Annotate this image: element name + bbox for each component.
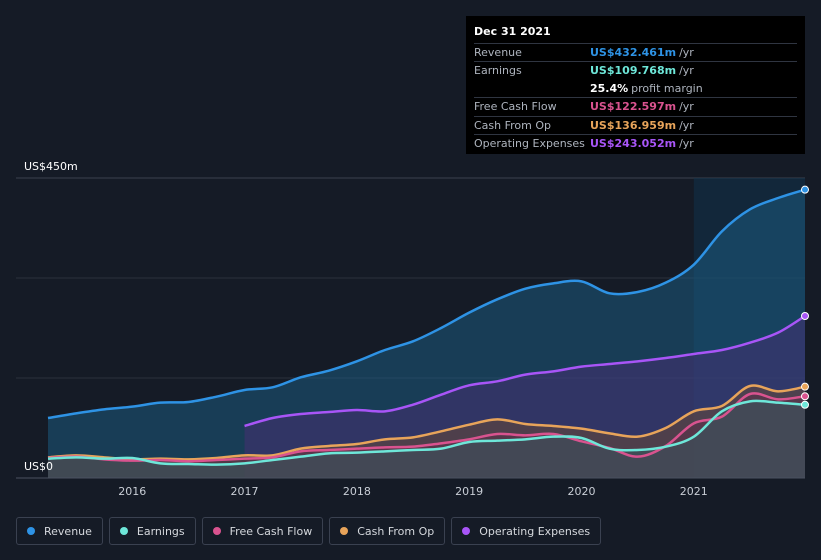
legend-label: Operating Expenses xyxy=(479,524,591,538)
tooltip-row-value: US$109.768m xyxy=(590,64,677,78)
chart-legend: Revenue Earnings Free Cash Flow Cash From O… xyxy=(16,517,602,545)
series-area-fills xyxy=(48,189,806,478)
tooltip-row-value: US$243.052m xyxy=(590,136,677,150)
tooltip-row: Operating Expenses US$243.052m/yr xyxy=(474,133,797,152)
tooltip-row-unit: /yr xyxy=(679,118,694,132)
cash-from-op-line xyxy=(47,384,806,461)
x-tick-label: 2019 xyxy=(455,485,484,498)
x-tick-label: 2017 xyxy=(230,485,259,498)
x-tick-label: 2020 xyxy=(567,485,596,498)
tooltip-row-label: Earnings xyxy=(474,64,522,78)
legend-item-free-cash-flow[interactable]: Free Cash Flow xyxy=(201,517,324,545)
series-end-markers xyxy=(801,185,809,409)
free-cash-flow-end-marker xyxy=(801,392,809,401)
legend-dot-icon xyxy=(340,527,349,535)
legend-label: Revenue xyxy=(44,524,92,538)
tooltip-row-unit: /yr xyxy=(679,64,694,78)
legend-item-operating-expenses[interactable]: Operating Expenses xyxy=(451,517,602,545)
tooltip-row-value: US$122.597m xyxy=(590,100,677,114)
legend-label: Free Cash Flow xyxy=(229,524,313,538)
legend-item-cash-from-op[interactable]: Cash From Op xyxy=(329,517,446,545)
tooltip-row-label: Free Cash Flow xyxy=(474,100,557,114)
legend-item-revenue[interactable]: Revenue xyxy=(16,517,103,545)
legend-label: Cash From Op xyxy=(357,524,435,538)
legend-dot-icon xyxy=(212,527,221,535)
data-tooltip: Dec 31 2021 Revenue US$432.461m/yr Earning… xyxy=(466,16,805,154)
tooltip-row-value: US$136.959m xyxy=(590,118,677,132)
legend-item-earnings[interactable]: Earnings xyxy=(108,517,196,545)
legend-dot-icon xyxy=(27,527,35,535)
tooltip-row-label: Cash From Op xyxy=(474,118,552,132)
y-tick-max: US$450m xyxy=(24,160,78,173)
tooltip-row: Free Cash Flow US$122.597m/yr xyxy=(474,97,797,115)
x-tick-label: 2016 xyxy=(118,485,147,498)
earnings-end-marker xyxy=(801,400,809,409)
tooltip-date: Dec 31 2021 xyxy=(474,25,551,38)
operating-expenses-end-marker xyxy=(801,312,809,320)
free-cash-flow-line xyxy=(47,392,806,463)
tooltip-row-unit: /yr xyxy=(679,46,694,59)
legend-dot-icon xyxy=(119,527,128,535)
earnings-line xyxy=(47,399,806,466)
tooltip-row: Earnings US$109.768m/yr xyxy=(474,61,797,79)
x-tick-label: 2018 xyxy=(342,485,371,498)
tooltip-row: Revenue US$432.461m/yr xyxy=(474,43,797,61)
tooltip-row-label: Operating Expenses xyxy=(474,136,585,150)
series-lines xyxy=(47,188,806,466)
tooltip-row-label: Revenue xyxy=(474,46,522,59)
y-tick-zero: US$0 xyxy=(24,460,54,473)
revenue-line xyxy=(47,188,806,420)
legend-label: Earnings xyxy=(136,524,185,538)
legend-dot-icon xyxy=(462,527,471,535)
revenue-end-marker xyxy=(801,185,809,194)
tooltip-row-unit: /yr xyxy=(679,100,694,114)
cash-from-op-end-marker xyxy=(801,382,809,391)
operating-expenses-line xyxy=(244,314,806,428)
earnings-area xyxy=(48,400,805,478)
tooltip-row: Cash From Op US$136.959m/yr xyxy=(474,115,797,134)
tooltip-row-label xyxy=(474,80,590,97)
tooltip-row-value: US$432.461m xyxy=(590,46,677,59)
x-tick-label: 2021 xyxy=(679,485,708,498)
tooltip-row-unit: /yr xyxy=(679,136,694,150)
tooltip-row-value: 25.4% xyxy=(590,81,629,95)
tooltip-row-unit: profit margin xyxy=(631,81,703,95)
tooltip-row: 25.4% profit margin xyxy=(474,80,797,97)
